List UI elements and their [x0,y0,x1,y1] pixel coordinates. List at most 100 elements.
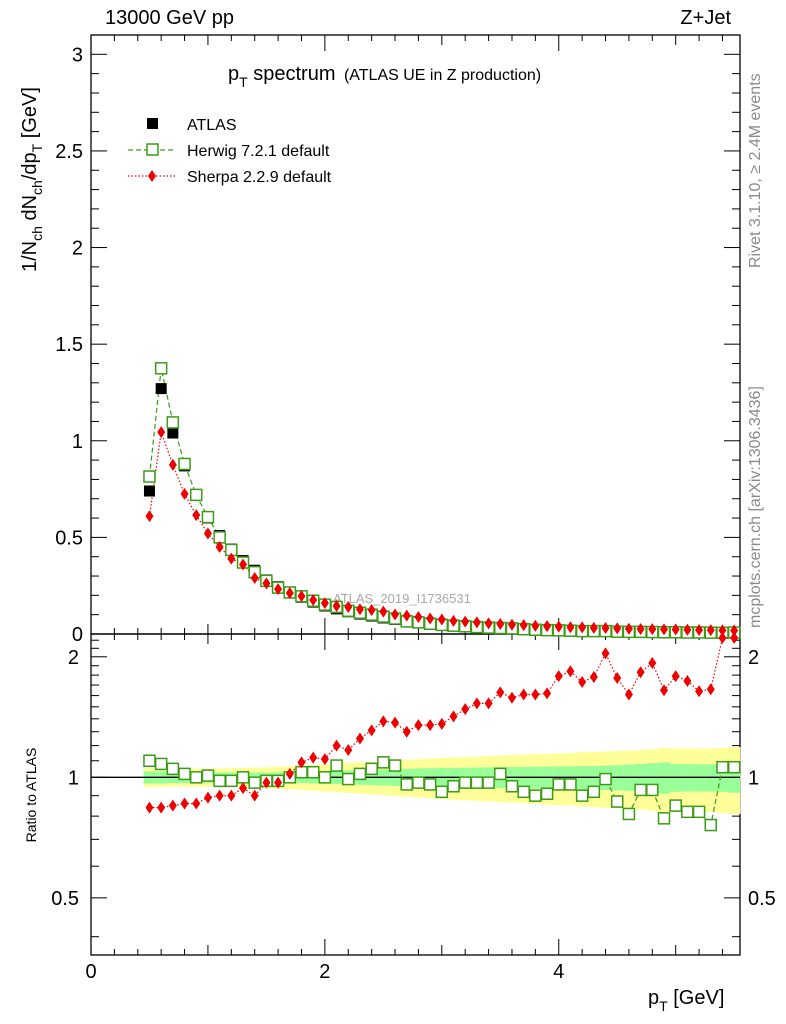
sherpa-ratio-point [157,801,166,814]
main-y-tick-label: 3 [72,44,83,66]
herwig-ratio-point [552,778,565,791]
process-label: Z+Jet [680,7,731,29]
sherpa-ratio-point [414,719,423,732]
sherpa-ratio-point [543,687,552,700]
herwig-ratio-point [704,818,718,832]
legend: ATLAS Herwig 7.2.1 default Sherpa 2.2.9 … [128,117,332,186]
sherpa-ratio-point [379,715,388,728]
main-y-tick-label: 1.5 [55,334,83,356]
x-axis-label: pT [GeV] [648,987,724,1014]
sherpa-main-point [624,622,633,635]
sherpa-main-point [391,608,400,621]
sherpa-ratio-point [239,782,248,795]
herwig-ratio-point [248,776,261,789]
ratio-y-tick-label: 1 [68,767,79,789]
sherpa-main-point [519,619,528,632]
sherpa-main-point [706,624,715,637]
herwig-ratio-point [540,787,554,800]
sherpa-main-point [484,617,493,630]
sherpa-ratio-point [297,756,306,769]
herwig-ratio-point [575,789,589,802]
herwig-main-point [143,470,156,483]
sherpa-ratio-point [636,666,645,679]
sherpa-ratio-point [344,744,353,757]
sherpa-main-point [157,426,166,439]
x-tick-label: 2 [319,961,330,983]
legend-marker-sherpa [148,170,156,182]
ratio-y-tick-label-right: 1 [748,767,759,789]
sherpa-ratio-point [718,631,727,644]
energy-label: 13000 GeV pp [105,7,234,29]
herwig-ratio-point [178,767,191,781]
atlas-main-point [167,427,179,439]
sherpa-ratio-point [309,751,318,764]
sherpa-main-point [285,587,294,600]
mcplots-label: mcplots.cern.ch [arXiv:1306.3436] [747,386,764,628]
sherpa-ratio-point [554,670,563,683]
sherpa-main-point [355,603,364,616]
ratio-y-tick-label: 2 [68,647,79,669]
sherpa-main-point [718,624,727,637]
ratio-series [143,631,741,832]
herwig-ratio-point [458,776,472,789]
sherpa-ratio-point [402,725,411,738]
sherpa-ratio-point [683,675,692,688]
main-y-tick-label: 0.5 [55,527,83,549]
sherpa-main-point [309,593,318,606]
atlas-main-point [155,383,167,395]
sherpa-main-point [344,600,353,613]
herwig-ratio-point [201,769,215,782]
sherpa-main-point [426,612,435,625]
sherpa-ratio-point [285,767,294,780]
analysis-watermark: ATLAS_2019_I1736531 [333,591,471,606]
sherpa-main-point [554,620,563,633]
legend-label-atlas: ATLAS [187,117,237,134]
sherpa-main-point [215,541,224,554]
herwig-ratio-point [143,754,156,768]
herwig-main-point [201,510,215,524]
legend-label-sherpa: Sherpa 2.2.9 default [187,169,332,186]
herwig-ratio-point [482,776,495,789]
sherpa-main-point [414,610,423,623]
main-y-axis-label: 1/Nch dNch/dpT [GeV] [19,87,45,272]
sherpa-main-point [320,597,329,610]
herwig-ratio-point [622,807,636,821]
herwig-ratio-point [154,757,168,771]
sherpa-main-point [262,577,271,590]
sherpa-ratio-point [145,801,154,814]
sherpa-main-point [274,583,283,596]
herwig-ratio-point [189,771,203,784]
sherpa-ratio-point [332,739,341,752]
sherpa-ratio-point [507,691,516,704]
x-tick-label: 0 [85,961,96,983]
sherpa-ratio-point [461,703,470,716]
herwig-ratio-point [646,783,659,797]
rivet-version-label: Rivet 3.1.10, ≥ 2.4M events [747,73,764,268]
herwig-ratio-point [716,760,729,774]
herwig-ratio-point [494,767,507,781]
sherpa-main-point [239,558,248,571]
sherpa-ratio-point [531,688,540,701]
sherpa-ratio-point [589,671,598,684]
herwig-ratio-point [342,772,355,786]
sherpa-main-point [402,609,411,622]
sherpa-ratio-point [613,672,622,685]
herwig-ratio-point [610,795,624,808]
sherpa-main-point [671,623,680,636]
sherpa-ratio-point [648,656,657,669]
sherpa-main-point [648,623,657,636]
herwig-ratio-point [213,774,226,788]
herwig-ratio-point [470,776,484,789]
sherpa-main-point [601,622,610,635]
sherpa-main-point [332,599,341,612]
main-series [143,362,741,640]
herwig-ratio-point [599,772,612,786]
herwig-main-point [189,488,203,502]
sherpa-main-point [168,458,177,471]
herwig-ratio-point [330,759,343,772]
ratio-band-inner-bin [658,762,671,794]
herwig-ratio-point [529,789,542,802]
herwig-ratio-point [435,785,449,799]
sherpa-main-point [227,552,236,565]
herwig-ratio-point [412,776,425,789]
